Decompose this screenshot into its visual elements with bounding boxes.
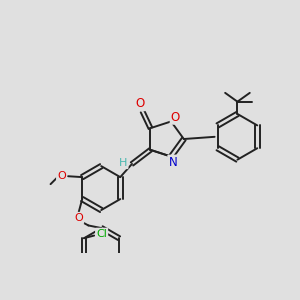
Text: O: O xyxy=(57,171,66,181)
Text: H: H xyxy=(119,158,128,168)
Text: O: O xyxy=(74,213,83,223)
Text: Cl: Cl xyxy=(96,229,107,239)
Text: N: N xyxy=(169,156,177,169)
Text: O: O xyxy=(136,97,145,110)
Text: O: O xyxy=(171,111,180,124)
